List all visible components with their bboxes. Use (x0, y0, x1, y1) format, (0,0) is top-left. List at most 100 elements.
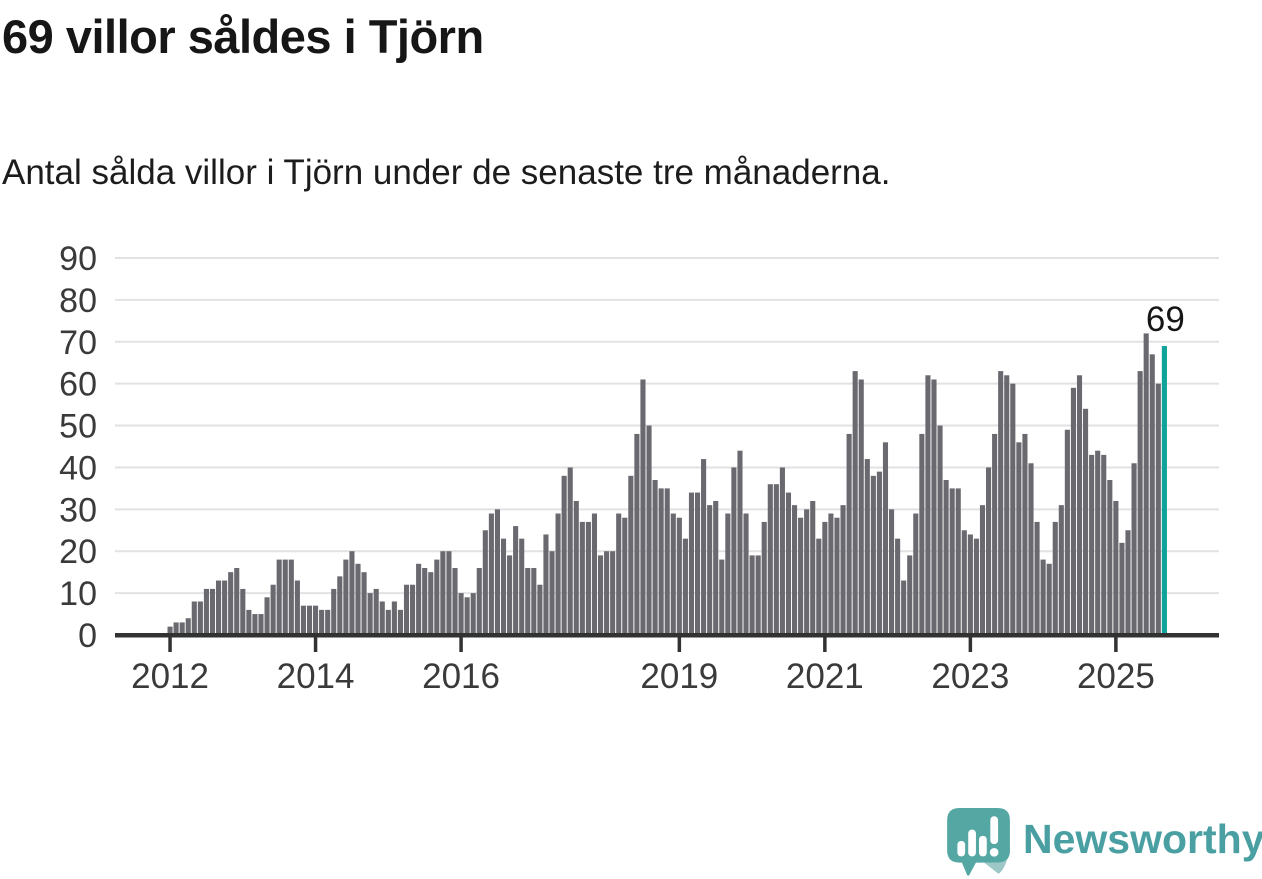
y-tick-label: 60 (59, 366, 97, 404)
bar (719, 559, 725, 635)
y-tick-label: 70 (59, 324, 97, 362)
bar (949, 488, 955, 635)
x-tick-label: 2012 (131, 657, 209, 696)
bar (1095, 450, 1101, 635)
bar (403, 584, 410, 635)
y-tick-label: 40 (59, 449, 97, 487)
bar (943, 480, 949, 635)
bar (355, 563, 361, 635)
bar (1107, 480, 1113, 635)
bar (525, 567, 531, 635)
bar (882, 442, 889, 635)
bar (713, 500, 719, 635)
bar (549, 551, 555, 635)
bar (319, 609, 325, 635)
bar (1076, 375, 1083, 635)
bar (761, 521, 767, 635)
bar (440, 551, 446, 635)
bar (246, 609, 252, 635)
page-title: 69 villor såldes i Tjörn (2, 10, 484, 63)
bar (907, 555, 913, 635)
newsworthy-logo: Newsworthy (945, 806, 1262, 878)
bar (264, 597, 270, 635)
y-tick-label: 10 (59, 575, 97, 613)
bar (573, 500, 579, 635)
bar (234, 567, 240, 635)
bar (749, 555, 755, 635)
bar (500, 538, 507, 635)
highlight-bar (1161, 345, 1167, 635)
bar (810, 500, 816, 635)
bar (313, 605, 319, 635)
bar (191, 601, 197, 635)
bar (1010, 383, 1016, 635)
y-tick-label: 20 (59, 533, 97, 571)
bar (258, 614, 264, 635)
bar (1143, 333, 1149, 635)
bar (688, 492, 695, 635)
bar (1149, 354, 1155, 635)
bar (185, 618, 191, 635)
bar (585, 521, 591, 635)
bar (955, 488, 961, 635)
bar (852, 371, 858, 635)
bar (1083, 408, 1089, 635)
bar (828, 513, 834, 635)
bar (343, 559, 349, 635)
bar (846, 433, 852, 635)
bar (1028, 463, 1034, 635)
y-tick-label: 80 (59, 282, 97, 320)
bar (1137, 371, 1143, 635)
bar (937, 425, 943, 635)
bar (300, 605, 306, 635)
bar (864, 459, 870, 635)
bar (1101, 454, 1107, 635)
bar (961, 530, 967, 635)
bar (973, 538, 979, 635)
bar (913, 513, 919, 635)
bar (889, 509, 895, 635)
bar (252, 614, 258, 635)
bar (1070, 387, 1076, 635)
bar (216, 580, 222, 635)
bar (555, 513, 561, 635)
bar (725, 513, 731, 635)
bar (397, 609, 403, 635)
bar (901, 580, 907, 635)
bar (379, 601, 385, 635)
bar (870, 475, 876, 635)
bar (979, 505, 986, 635)
bar (282, 559, 288, 635)
newsworthy-speech-bubble-chart-icon (947, 808, 1010, 876)
bar (1052, 521, 1058, 635)
bar (543, 534, 549, 635)
bar (597, 555, 604, 635)
bar (876, 471, 882, 635)
bar (670, 513, 676, 635)
bar (288, 559, 294, 635)
x-tick-label: 2019 (640, 657, 718, 696)
bar (1089, 454, 1095, 635)
bar (391, 601, 397, 635)
bar (537, 584, 543, 635)
bar (1125, 530, 1131, 635)
bar (470, 593, 476, 635)
bar (197, 601, 203, 635)
bar (998, 371, 1004, 635)
bar (1064, 429, 1070, 635)
bar (464, 597, 470, 635)
bar (779, 467, 785, 635)
bar (428, 572, 434, 635)
value-label: 69 (1146, 300, 1185, 339)
bar (773, 484, 779, 635)
x-tick-label: 2023 (931, 657, 1009, 696)
bar (628, 475, 634, 635)
bar (1113, 500, 1119, 635)
bar (816, 538, 822, 635)
bar (858, 379, 864, 635)
bar (507, 555, 513, 635)
bar (822, 521, 828, 635)
bar (604, 551, 610, 635)
bar (640, 379, 646, 635)
bar (276, 559, 282, 635)
